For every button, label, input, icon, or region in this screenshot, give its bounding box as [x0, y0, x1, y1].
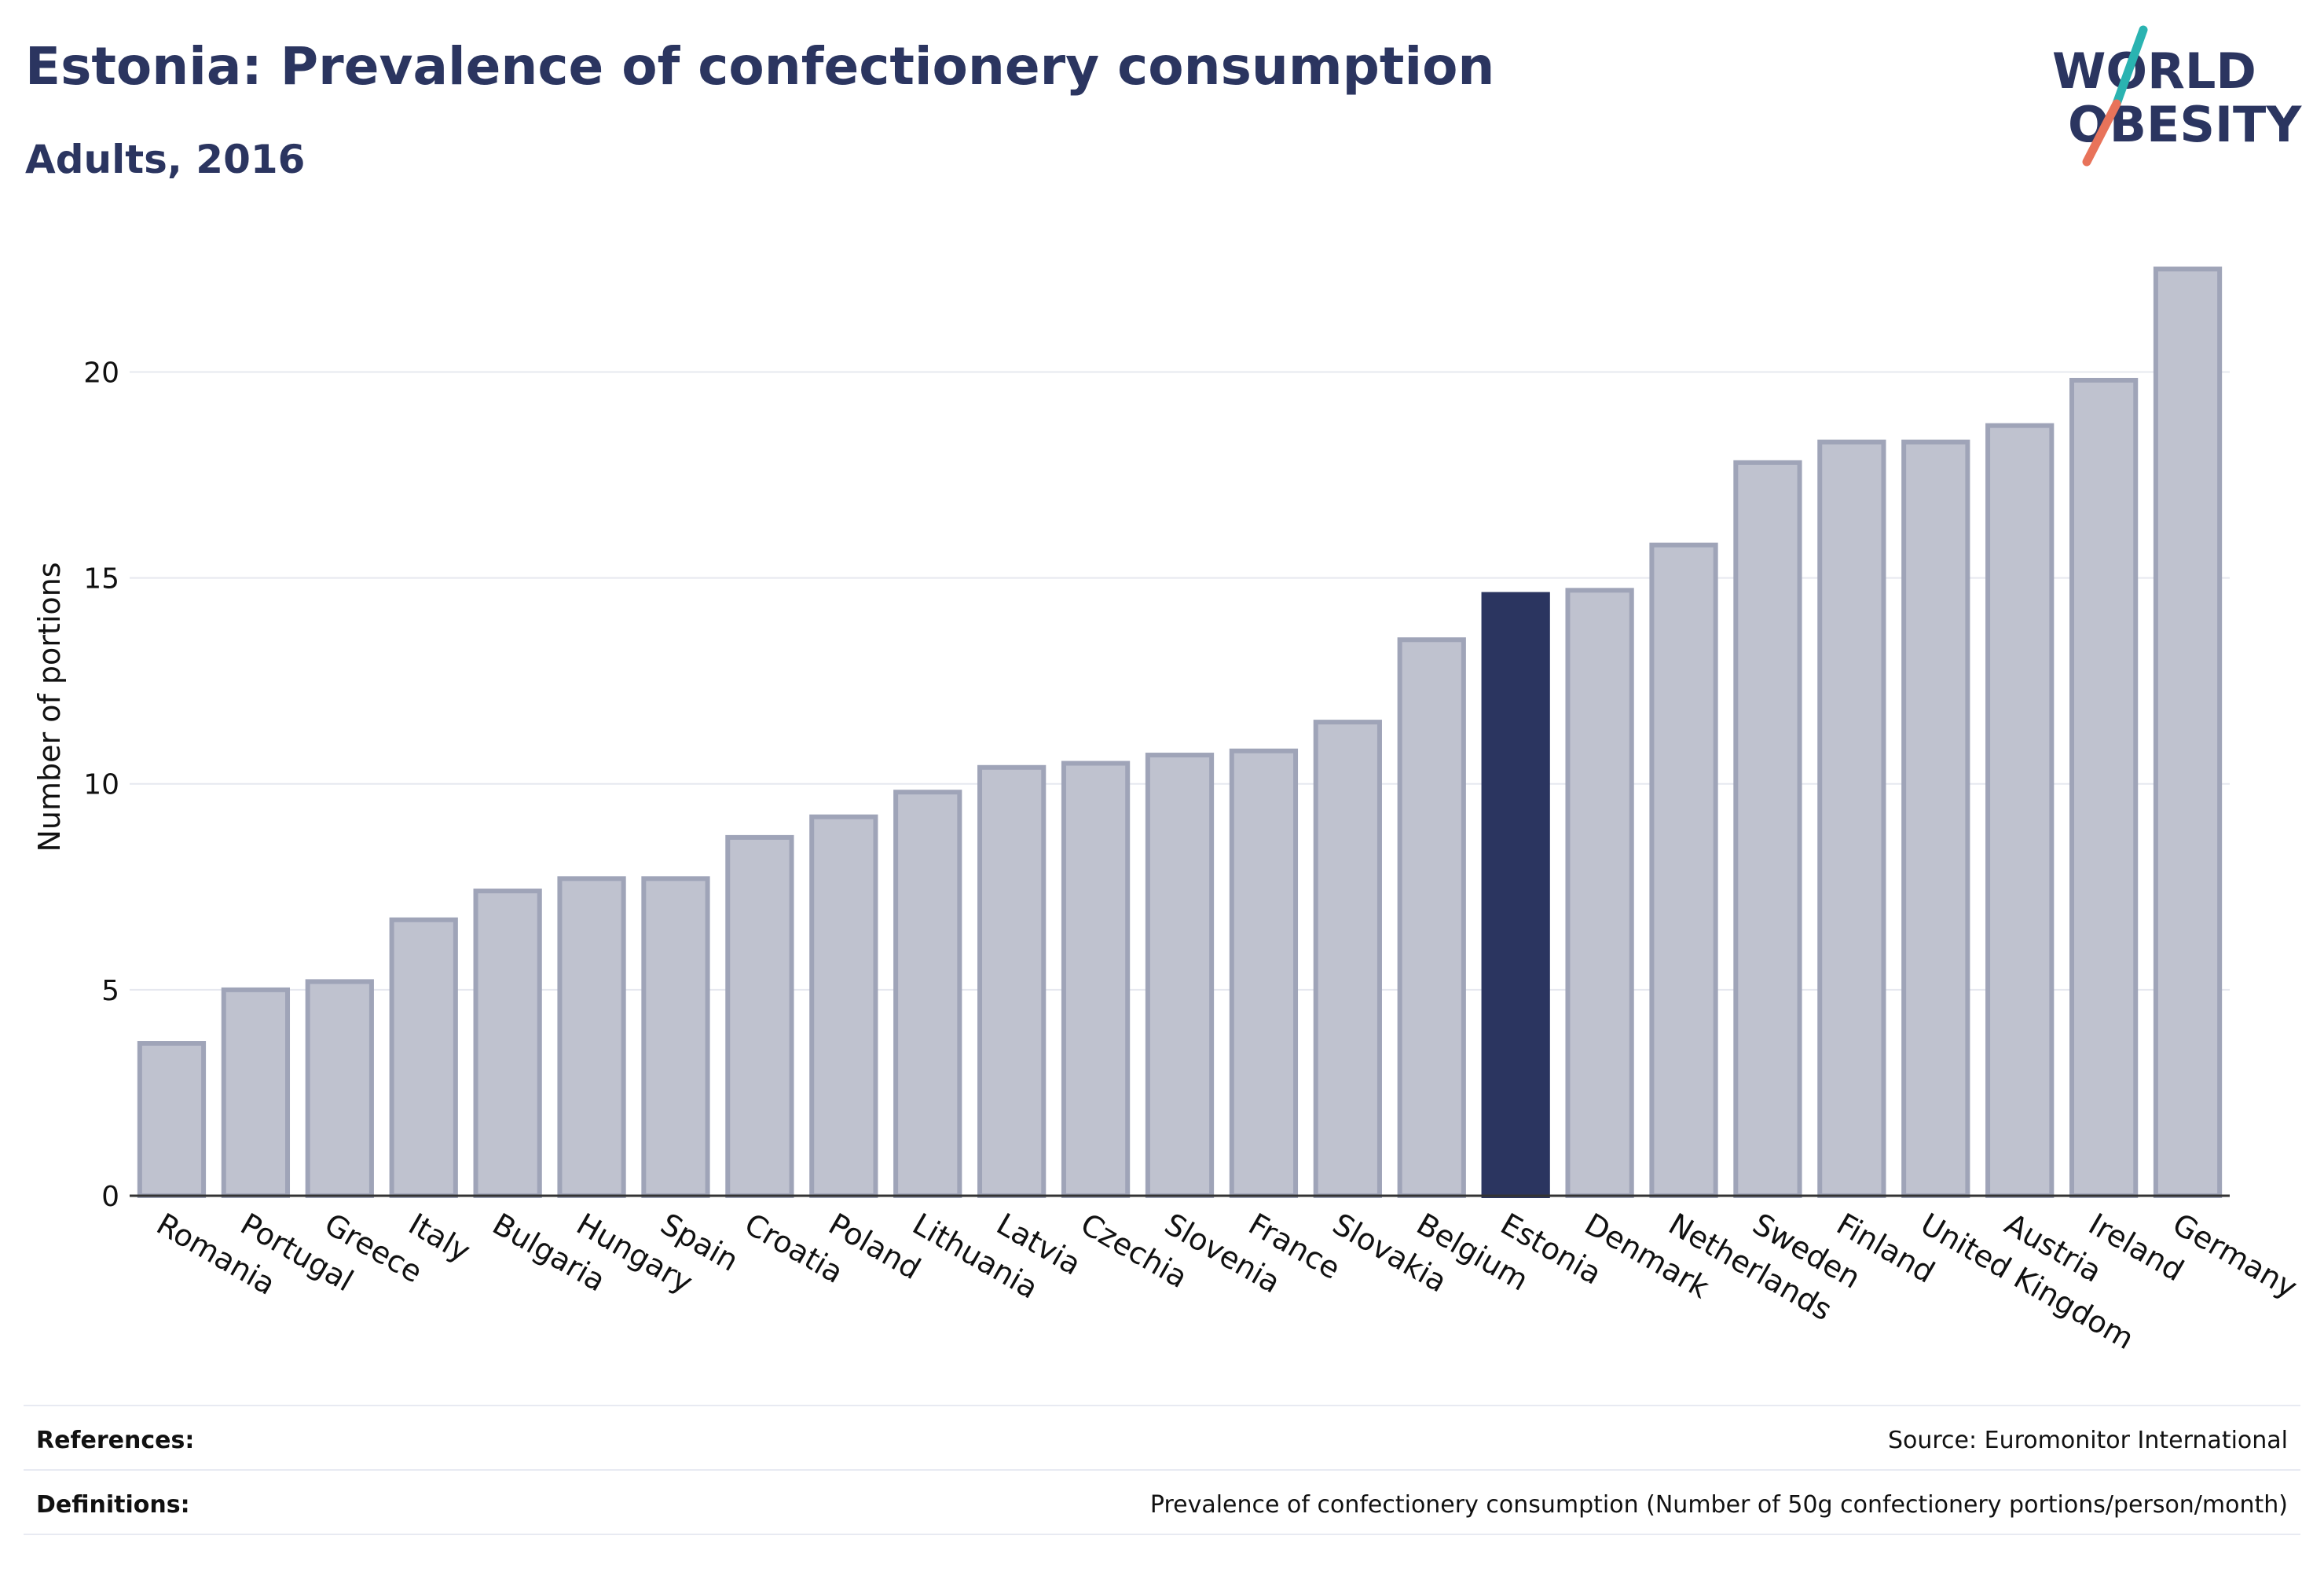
references-label: References:	[36, 1427, 195, 1454]
bar	[1565, 588, 1634, 1198]
bar	[2069, 377, 2139, 1198]
x-tick-label: Ireland	[2083, 1207, 2190, 1288]
bar	[977, 764, 1047, 1198]
bar	[1061, 761, 1131, 1198]
logo-slash-coral	[2082, 99, 2121, 167]
chart-subtitle: Adults, 2016	[25, 137, 306, 182]
bar-highlighted	[1481, 592, 1550, 1198]
bar	[893, 790, 962, 1198]
bar	[1229, 748, 1299, 1198]
y-tick-labels: 0 5 10 15 20	[83, 357, 119, 1213]
definitions-value: Prevalence of confectionery consumption …	[1149, 1491, 2288, 1519]
bar	[1397, 637, 1466, 1198]
bar	[1313, 720, 1382, 1198]
x-tick-label: Germany	[2167, 1207, 2303, 1305]
bar	[1901, 439, 1970, 1198]
bar	[2153, 266, 2223, 1198]
bar	[809, 814, 878, 1198]
y-tick-label: 20	[83, 357, 119, 389]
footer-divider	[24, 1534, 2300, 1535]
bar	[1649, 542, 1718, 1198]
bar	[305, 979, 374, 1198]
bar	[641, 876, 710, 1198]
y-tick-label: 0	[101, 1181, 119, 1213]
bar	[1733, 460, 1802, 1198]
y-tick-label: 5	[101, 975, 119, 1007]
bar	[557, 876, 626, 1198]
bar	[725, 834, 794, 1198]
bar	[1817, 439, 1886, 1198]
logo-line1: WORLD	[2052, 42, 2256, 100]
y-tick-label: 10	[83, 769, 119, 801]
bar	[1145, 753, 1215, 1198]
definitions-label: Definitions:	[36, 1491, 190, 1519]
bar	[389, 917, 458, 1198]
bar	[1985, 423, 2055, 1198]
bar	[221, 987, 291, 1198]
y-tick-label: 15	[83, 563, 119, 596]
chart-title: Estonia: Prevalence of confectionery con…	[25, 36, 1495, 97]
bar	[137, 1041, 207, 1198]
definitions-row: Definitions: Prevalence of confectionery…	[24, 1469, 2300, 1534]
world-obesity-logo: WORLD OBESITY	[2052, 25, 2302, 167]
bar	[473, 889, 542, 1198]
references-row: References: Source: Euromonitor Internat…	[24, 1405, 2300, 1469]
y-axis-label: Number of portions	[32, 562, 67, 852]
references-value: Source: Euromonitor International	[1887, 1427, 2288, 1454]
bars-layer	[137, 266, 2223, 1198]
logo-slash-teal	[2112, 25, 2148, 108]
